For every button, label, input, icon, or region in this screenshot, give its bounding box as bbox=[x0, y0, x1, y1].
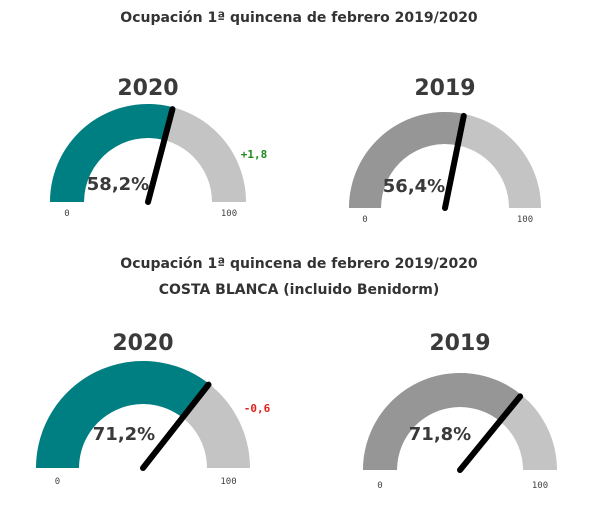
gauge-needle bbox=[442, 112, 467, 211]
gauge-fill bbox=[349, 111, 465, 208]
gauge-max-label: 100 bbox=[517, 215, 533, 225]
gauge-needle bbox=[140, 381, 212, 471]
chart-title-section-2: Ocupación 1ª quincena de febrero 2019/20… bbox=[120, 256, 478, 272]
gauge-delta-label: +1,8 bbox=[241, 148, 268, 161]
gauge-fill bbox=[363, 372, 522, 470]
gauge-needle bbox=[145, 106, 176, 205]
gauge-needle bbox=[457, 393, 524, 473]
gauge-min-label: 0 bbox=[377, 481, 382, 491]
gauge-fill bbox=[36, 360, 210, 468]
gauge-value-label: 56,4% bbox=[383, 176, 445, 197]
gauge-max-label: 100 bbox=[221, 209, 237, 219]
gauge-delta-label: -0,6 bbox=[244, 402, 271, 415]
gauge-min-label: 0 bbox=[64, 209, 69, 219]
gauge-year-label: 2020 bbox=[112, 331, 173, 356]
gauge-year-label: 2020 bbox=[117, 76, 178, 101]
gauge-value-label: 71,2% bbox=[93, 424, 155, 445]
gauge-min-label: 0 bbox=[362, 215, 367, 225]
gauge-max-label: 100 bbox=[532, 481, 548, 491]
gauge-year-label: 2019 bbox=[429, 331, 490, 356]
gauge-year-label: 2019 bbox=[414, 76, 475, 101]
gauge-fill bbox=[50, 104, 173, 202]
chart-subtitle-section-2: COSTA BLANCA (incluido Benidorm) bbox=[158, 282, 440, 298]
gauge-value-label: 58,2% bbox=[87, 174, 149, 195]
gauge-value-label: 71,8% bbox=[409, 424, 471, 445]
gauge-max-label: 100 bbox=[220, 477, 236, 487]
gauge-min-label: 0 bbox=[55, 477, 60, 487]
chart-title-section-1: Ocupación 1ª quincena de febrero 2019/20… bbox=[120, 10, 478, 26]
